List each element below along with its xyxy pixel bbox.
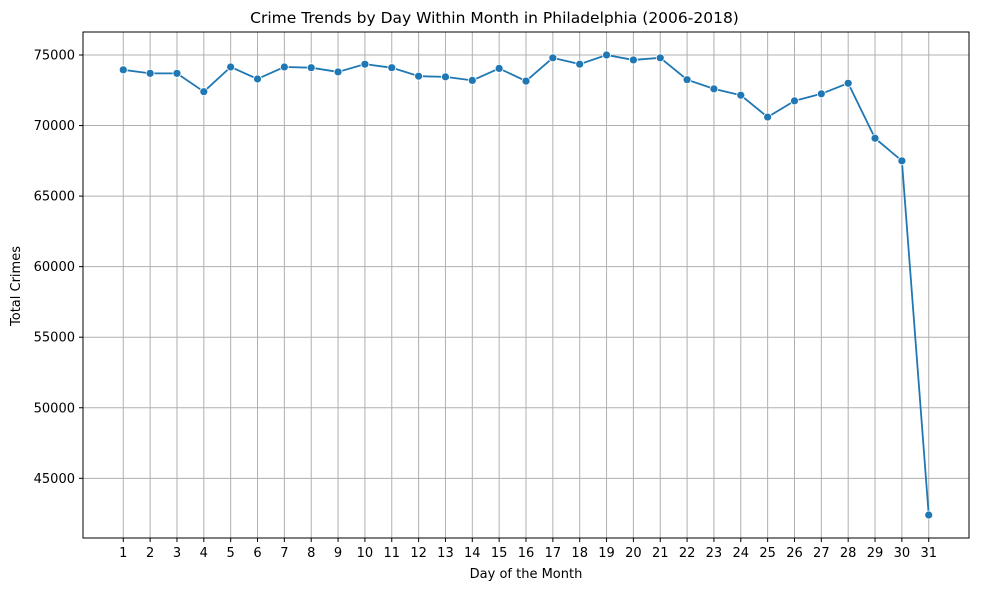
- data-point: [360, 59, 370, 69]
- data-point: [575, 59, 585, 69]
- data-point: [790, 96, 799, 106]
- x-tick-label: 10: [357, 546, 374, 561]
- x-tick-label: 18: [571, 546, 588, 561]
- data-point: [602, 50, 611, 60]
- grid-lines: [83, 32, 969, 538]
- x-tick-label: 15: [491, 546, 508, 561]
- x-tick-label: 12: [410, 546, 427, 561]
- x-tick-label: 20: [625, 546, 642, 561]
- x-tick-label: 3: [173, 546, 181, 561]
- x-tick-label: 25: [759, 546, 776, 561]
- data-point: [897, 156, 907, 166]
- data-point: [253, 74, 262, 84]
- x-tick-label: 6: [253, 546, 261, 561]
- x-tick-label: 29: [867, 546, 884, 561]
- x-tick-label: 2: [146, 546, 154, 561]
- data-point: [467, 75, 477, 85]
- x-tick-label: 5: [227, 546, 235, 561]
- data-point: [763, 112, 773, 122]
- data-point: [494, 64, 504, 73]
- data-point: [414, 71, 424, 81]
- data-point: [333, 67, 343, 77]
- data-point: [279, 62, 289, 72]
- x-tick-label: 19: [598, 546, 615, 561]
- data-point: [655, 53, 665, 63]
- data-point: [387, 63, 397, 73]
- series-layer: [118, 50, 934, 520]
- y-tick-label: 45000: [34, 472, 75, 487]
- x-tick-label: 22: [679, 546, 696, 561]
- x-tick-label: 28: [840, 546, 857, 561]
- x-tick-label: 14: [464, 546, 481, 561]
- x-tick-label: 1: [119, 546, 127, 561]
- data-point: [843, 78, 853, 88]
- data-point: [306, 63, 316, 73]
- data-point: [441, 72, 450, 82]
- data-point: [709, 84, 719, 94]
- data-point: [172, 68, 182, 78]
- x-tick-label: 23: [706, 546, 723, 561]
- data-point: [521, 76, 531, 86]
- x-tick-label: 4: [200, 546, 208, 561]
- y-tick-label: 50000: [34, 401, 75, 416]
- data-point: [682, 75, 692, 85]
- x-tick-label: 13: [437, 546, 454, 561]
- y-tick-label: 70000: [34, 119, 75, 134]
- x-tick-label: 17: [545, 546, 562, 561]
- data-point: [199, 87, 209, 97]
- x-tick-label: 31: [920, 546, 937, 561]
- data-point: [628, 55, 638, 65]
- data-point: [118, 65, 128, 75]
- x-axis-ticks: 1 2 3 4 5 6 7 8 9 10 11 12 13 14 15 16 17 18 19 20 21 22 23 24 2…: [119, 538, 937, 561]
- data-point: [924, 510, 934, 520]
- data-point: [548, 53, 558, 63]
- data-point: [870, 133, 880, 143]
- y-tick-label: 65000: [34, 190, 75, 205]
- y-tick-label: 60000: [34, 260, 75, 275]
- x-tick-label: 26: [786, 546, 803, 561]
- x-tick-label: 8: [307, 546, 315, 561]
- y-tick-label: 55000: [34, 331, 75, 346]
- chart-title: Crime Trends by Day Within Month in Phil…: [250, 9, 739, 27]
- x-tick-label: 21: [652, 546, 669, 561]
- data-point: [816, 89, 826, 99]
- y-tick-label: 75000: [34, 49, 75, 64]
- data-point: [736, 90, 746, 100]
- y-axis-label: Total Crimes: [9, 246, 24, 327]
- data-point: [145, 68, 155, 78]
- x-tick-label: 16: [518, 546, 535, 561]
- x-tick-label: 11: [383, 546, 400, 561]
- data-point: [226, 62, 236, 72]
- x-tick-label: 7: [280, 546, 288, 561]
- x-axis-label: Day of the Month: [470, 567, 583, 582]
- x-tick-label: 27: [813, 546, 830, 561]
- x-tick-label: 30: [894, 546, 911, 561]
- y-axis-ticks: 45000 50000 55000 60000 65000 70000 75000: [34, 49, 83, 487]
- x-tick-label: 24: [733, 546, 750, 561]
- x-tick-label: 9: [334, 546, 342, 561]
